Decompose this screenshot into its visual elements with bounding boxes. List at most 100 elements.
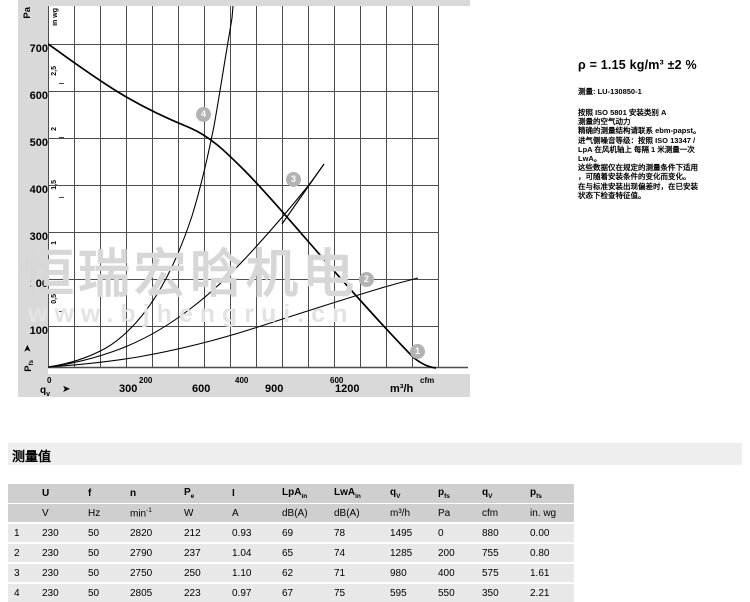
grid-horizontal: [48, 44, 468, 369]
cell-flow-m3h: 595: [384, 582, 432, 602]
note-line-2: 测量的空气动力: [578, 117, 631, 127]
cell-pressure-inwg: 0.80: [524, 542, 574, 564]
y-tick-pa-700: 700: [29, 43, 48, 55]
chart-frame-left: [18, 0, 48, 397]
x-tick-cfm-400: 400: [235, 376, 249, 385]
cell-flow-cfm: 880: [476, 522, 524, 544]
cell-flow-m3h: 1495: [384, 522, 432, 544]
measured-values-title: 测量值: [12, 449, 52, 464]
tu-flow-cfm: cfm: [476, 503, 524, 524]
cell-flow-cfm: 575: [476, 562, 524, 584]
cell-speed: 2820: [124, 522, 178, 544]
th-flow-cfm: qV: [476, 484, 524, 504]
cell-current: 1.10: [226, 562, 276, 584]
cell-frequency: 50: [82, 582, 124, 602]
cell-index: 4: [8, 582, 36, 602]
x-tick-m3h-300: 300: [119, 383, 138, 395]
chart-marker-point-3[interactable]: 3: [286, 172, 301, 187]
th-sound-pressure: LpAin: [276, 484, 328, 504]
tu-frequency: Hz: [82, 503, 124, 524]
cell-current: 0.93: [226, 522, 276, 544]
note-line-3: 精确的测量结构请联系 ebm-papst。: [578, 126, 701, 136]
chart-marker-point-1[interactable]: 1: [410, 344, 425, 359]
cell-power: 223: [178, 582, 226, 602]
cell-voltage: 230: [36, 542, 82, 564]
cell-flow-cfm: 755: [476, 542, 524, 564]
measured-values-table: U f n Pe I LpAin LwAin qV pfs qV pfs V H…: [8, 484, 574, 602]
table-row: 2 230 50 2790 237 1.04 65 74 1285 200 75…: [8, 542, 574, 564]
plot-background: [48, 6, 470, 374]
note-line-10: 状态下检查特征值。: [578, 190, 646, 200]
note-line-8: ，可随着安装条件的变化而变化。: [578, 172, 691, 182]
y-axis-arrow-icon: ➤: [22, 344, 34, 353]
table-row: 4 230 50 2805 223 0.97 67 75 595 550 350…: [8, 582, 574, 602]
tu-index: [8, 503, 36, 524]
cell-frequency: 50: [82, 522, 124, 544]
x-tick-cfm-200: 200: [139, 376, 153, 385]
cell-flow-m3h: 980: [384, 562, 432, 584]
tu-sound-pressure: dB(A): [276, 503, 328, 524]
x-tick-cfm-600: 600: [330, 376, 344, 385]
y-tick-pa-600: 600: [29, 90, 48, 102]
tu-pressure-inwg: in. wg: [524, 503, 574, 524]
measured-values-title-bar: 测量值: [8, 443, 742, 465]
watermark-url: www.bjhengrui.cn: [28, 300, 355, 328]
curve-static-pressure: [48, 43, 437, 369]
x-axis-unit-cfm: cfm: [420, 376, 435, 385]
cell-index: 1: [8, 522, 36, 544]
th-flow-m3h: qV: [384, 484, 432, 504]
table-row: 3 230 50 2750 250 1.10 62 71 980 400 575…: [8, 562, 574, 584]
y-tick-pa-200: 200: [29, 278, 48, 290]
cell-power: 212: [178, 522, 226, 544]
y-tick-pa-400: 400: [29, 184, 48, 196]
cell-sound-power: 71: [328, 562, 384, 584]
cell-sound-pressure: 69: [276, 522, 328, 544]
th-pressure-pa: pfs: [432, 484, 476, 504]
cell-sound-power: 78: [328, 522, 384, 544]
cell-speed: 2805: [124, 582, 178, 602]
cell-sound-pressure: 62: [276, 562, 328, 584]
measurement-id-note: 测量: LU-130850-1: [578, 87, 642, 96]
x-tick-cfm-0: 0: [47, 376, 52, 385]
notes-panel: ρ = 1.15 kg/m³ ±2 % 测量: LU-130850-1 按照 I…: [578, 58, 746, 200]
cell-sound-power: 75: [328, 582, 384, 602]
cell-current: 1.04: [226, 542, 276, 564]
note-line-5: LpA 在风机轴上 每隔 1 米测量一次: [578, 144, 695, 154]
performance-chart: Pa in wg ➤ Pfs 700 600 500 400 300 200 1…: [0, 0, 470, 400]
note-line-1: 按照 ISO 5801 安装类别 A: [578, 108, 667, 117]
tu-flow-m3h: m³/h: [384, 503, 432, 524]
watermark-company: 恒瑞宏晗机电: [22, 245, 359, 305]
table-header-symbols: U f n Pe I LpAin LwAin qV pfs qV pfs: [8, 484, 574, 504]
y-axis-unit-pa: Pa: [22, 7, 33, 19]
note-line-7: 这些数据仅在规定的测量条件下适用: [578, 163, 698, 173]
th-pressure-inwg: pfs: [524, 484, 574, 504]
tu-sound-power: dB(A): [328, 503, 384, 524]
tu-power: W: [178, 503, 226, 524]
cell-power: 237: [178, 542, 226, 564]
cell-voltage: 230: [36, 582, 82, 602]
chart-marker-point-4[interactable]: 4: [196, 107, 211, 122]
chart-marker-point-2[interactable]: 2: [359, 272, 374, 287]
cell-sound-pressure: 67: [276, 582, 328, 602]
th-speed: n: [124, 484, 178, 504]
cell-speed: 2750: [124, 562, 178, 584]
x-tick-m3h-1200: 1200: [335, 383, 360, 395]
x-tick-m3h-900: 900: [265, 383, 284, 395]
tu-speed: min-1: [124, 503, 178, 524]
y-axis-symbol-pfs: Pfs: [23, 360, 35, 372]
th-index: [8, 484, 36, 504]
x-tick-m3h-600: 600: [192, 383, 211, 395]
y-tick-pa-300: 300: [29, 231, 48, 243]
y-tick-pa-100: 100: [29, 325, 48, 337]
cell-speed: 2790: [124, 542, 178, 564]
cell-pressure-pa: 400: [432, 562, 476, 584]
cell-flow-m3h: 1285: [384, 542, 432, 564]
cell-sound-pressure: 65: [276, 542, 328, 564]
table-row: 1 230 50 2820 212 0.93 69 78 1495 0 880 …: [8, 522, 574, 544]
cell-sound-power: 74: [328, 542, 384, 564]
y-tick-pa-500: 500: [29, 137, 48, 149]
th-power: Pe: [178, 484, 226, 504]
note-line-6: LwA。: [578, 154, 602, 164]
cell-index: 3: [8, 562, 36, 584]
th-current: I: [226, 484, 276, 504]
